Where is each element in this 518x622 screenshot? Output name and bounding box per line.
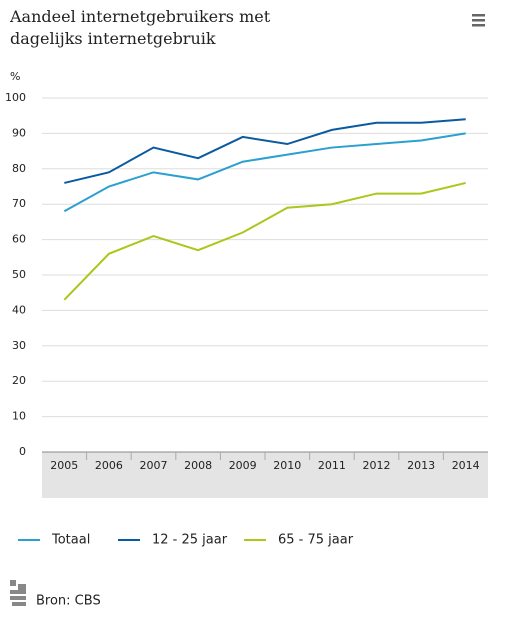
x-tick-label: 2011 (318, 459, 346, 472)
legend-label[interactable]: 12 - 25 jaar (152, 533, 228, 548)
y-tick-label: 0 (19, 445, 26, 458)
x-tick-label: 2013 (407, 459, 435, 472)
y-tick-label: 50 (12, 268, 26, 281)
x-tick-label: 2005 (50, 459, 78, 472)
y-axis-label: % (10, 70, 20, 83)
series-line (63, 181, 466, 301)
legend-label[interactable]: Totaal (51, 533, 90, 548)
y-tick-label: 10 (12, 410, 26, 423)
menu-button[interactable] (470, 12, 486, 28)
series-line (63, 132, 466, 213)
y-tick-label: 20 (12, 374, 26, 387)
chart-title: Aandeel internetgebruikers met dagelijks… (10, 7, 271, 48)
y-tick-label: 80 (12, 162, 26, 175)
x-tick-label: 2010 (273, 459, 301, 472)
series-line (64, 118, 466, 184)
source: Bron: CBS (36, 594, 101, 609)
y-tick-label: 100 (5, 91, 26, 104)
legend-label[interactable]: 65 - 75 jaar (278, 533, 354, 548)
x-tick-label: 2008 (184, 459, 212, 472)
x-tick-label: 2012 (363, 459, 391, 472)
y-tick-label: 30 (12, 339, 26, 352)
y-tick-label: 90 (12, 126, 26, 139)
y-tick-label: 60 (12, 233, 26, 246)
source-logo (10, 580, 26, 606)
x-tick-label: 2009 (229, 459, 257, 472)
x-tick-label: 2014 (452, 459, 480, 472)
y-tick-label: 70 (12, 197, 26, 210)
x-tick-label: 2006 (95, 459, 123, 472)
y-tick-label: 40 (12, 303, 26, 316)
x-tick-label: 2007 (140, 459, 168, 472)
